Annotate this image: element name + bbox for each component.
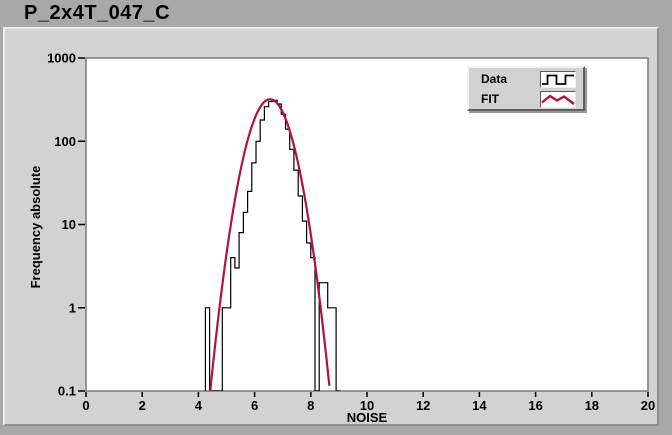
x-tick-label: 14 xyxy=(472,398,487,413)
plot-area xyxy=(85,57,649,392)
legend-item-data[interactable]: Data xyxy=(481,70,576,88)
legend-item-fit[interactable]: FIT xyxy=(481,90,576,108)
y-tick-label: 1 xyxy=(69,300,76,315)
x-tick-label: 8 xyxy=(307,398,314,413)
x-tick-label: 0 xyxy=(82,398,89,413)
x-tick-label: 4 xyxy=(195,398,203,413)
y-tick-label: 10 xyxy=(62,217,76,232)
x-tick-label: 18 xyxy=(585,398,599,413)
x-tick-label: 10 xyxy=(360,398,374,413)
fit-plot-style-button[interactable] xyxy=(540,90,576,108)
data-plot-style-button[interactable] xyxy=(540,70,576,88)
x-tick-label: 12 xyxy=(416,398,430,413)
square-wave-icon xyxy=(542,74,574,85)
fit-curve-trace xyxy=(209,98,331,391)
y-tick-label: 100 xyxy=(54,134,76,149)
y-tick-label: 1000 xyxy=(47,51,76,66)
page-title: P_2x4T_047_C xyxy=(24,2,171,24)
y-axis-title: Frequency absolute xyxy=(28,165,43,289)
x-axis-title: NOISE xyxy=(346,410,388,425)
legend-label-fit: FIT xyxy=(481,92,499,106)
y-tick-label: 0.1 xyxy=(58,384,76,399)
zigzag-icon xyxy=(541,94,575,105)
x-tick-label: 20 xyxy=(641,398,655,413)
plot-legend: Data FIT xyxy=(467,66,585,111)
legend-label-data: Data xyxy=(481,72,508,86)
x-tick-label: 16 xyxy=(528,398,542,413)
x-tick-label: 2 xyxy=(139,398,146,413)
x-tick-label: 6 xyxy=(251,398,258,413)
